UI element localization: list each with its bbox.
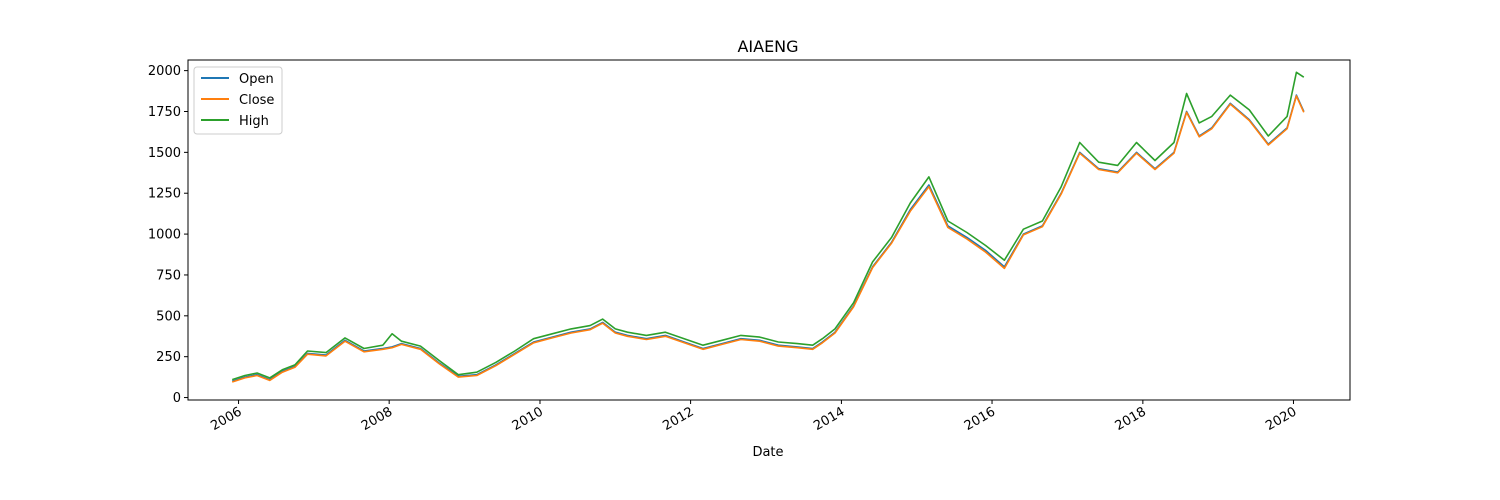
legend-frame: [193, 66, 283, 135]
plot-frame: [187, 59, 1351, 401]
y-tick-label: 750: [156, 268, 181, 283]
plot-area: [231, 71, 1305, 383]
series-line-high: [231, 71, 1305, 381]
y-tick-label: 1000: [148, 228, 181, 243]
y-tick-label: 1500: [148, 146, 181, 161]
y-tick-label: 250: [156, 350, 181, 365]
legend-label-open: Open: [239, 72, 274, 87]
y-axis: 0 250 500 750 1000 1250 1500 1750 2000: [148, 64, 188, 406]
legend: Open Close High: [193, 66, 283, 135]
legend-label-high: High: [239, 114, 269, 129]
y-tick-label: 500: [156, 309, 181, 324]
y-tick-label: 1750: [148, 105, 181, 120]
y-tick-label: 1250: [148, 187, 181, 202]
legend-label-close: Close: [239, 93, 274, 108]
y-tick-label: 0: [173, 391, 181, 406]
y-tick-label: 2000: [148, 64, 181, 79]
chart-title: AIAENG: [737, 37, 798, 56]
series-line-close: [231, 95, 1305, 383]
x-axis-label: Date: [752, 445, 783, 460]
